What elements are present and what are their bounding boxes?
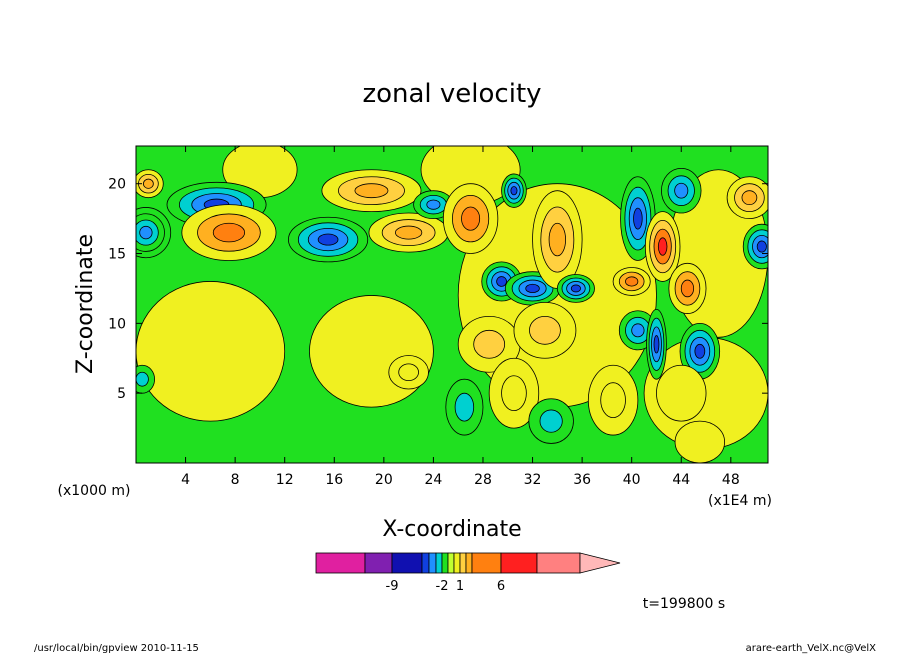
x-tick-label-48: 48 [722,472,740,488]
colorbar-swatch-13 [536,552,581,574]
colorbar-label-0: -9 [386,579,399,594]
velocity-blob-31-contour-1 [136,371,149,387]
velocity-blob-9-contour-1 [496,276,507,287]
velocity-blob-32-contour-1 [398,363,419,382]
y-axis-label: Z-coordinate [73,234,98,374]
colorbar-swatch-2 [391,552,423,574]
y-tick-label-10: 10 [108,316,126,332]
velocity-blob-18-contour-1 [674,182,689,199]
velocity-blob-21-contour-1 [473,329,506,359]
colorbar-swatch-12 [500,552,538,574]
x-tick-label-40: 40 [623,472,641,488]
x-tick-label-44: 44 [672,472,690,488]
velocity-blob-26-contour-1 [694,343,706,359]
velocity-blob-16-contour-1 [625,276,639,287]
chart-title: zonal velocity [362,79,541,109]
x-tick-label-12: 12 [276,472,294,488]
velocity-blob-6-contour-1 [395,225,423,240]
velocity-blob-33-contour-1 [674,420,726,463]
colorbar-label-2: 1 [456,579,464,594]
velocity-field [136,146,768,463]
field-region-0 [136,281,286,422]
velocity-blob-12-contour-1 [510,186,518,196]
velocity-blob-24-contour-1 [631,323,645,338]
y-tick-label-15: 15 [108,247,126,263]
colorbar-labels: -9 -2 1 6 [386,579,506,594]
x-tick-label-28: 28 [474,472,492,488]
velocity-blob-0-contour-1 [143,178,154,189]
x-tick-label-4: 4 [181,472,190,488]
colorbar-swatch-7 [447,552,455,574]
y-tick-label-5: 5 [117,386,126,402]
field-region-1 [309,295,434,408]
time-label: t=199800 s [643,596,725,612]
velocity-blob-29-contour-1 [454,392,475,422]
velocity-blob-8-contour-1 [461,206,481,231]
x-unit-right: (x1E4 m) [708,493,772,509]
colorbar-swatch-9 [459,552,467,574]
velocity-blob-20-contour-1 [756,240,767,253]
x-tick-label-8: 8 [231,472,240,488]
plot-area [135,145,769,464]
colorbar-swatch-3 [421,552,430,574]
colorbar-swatch-5 [435,552,443,574]
velocity-blob-25-contour-1 [653,335,660,354]
x-tick-label-24: 24 [424,472,442,488]
velocity-blob-28-contour-1 [656,364,707,422]
y-tick-label-20: 20 [108,177,126,193]
velocity-blob-11-contour-1 [548,222,566,257]
velocity-blob-17-contour-1 [680,279,695,298]
colorbar-swatch-4 [428,552,437,574]
y-axis-ticks: 5 10 15 20 [108,177,768,402]
colorbar-swatch-0 [315,552,366,574]
footer-right: arare-earth_VelX.nc@VelX [746,643,877,654]
x-tick-label-32: 32 [524,472,542,488]
velocity-blob-19-contour-1 [741,190,758,206]
x-tick-label-36: 36 [573,472,591,488]
velocity-blob-22-contour-1 [529,315,561,345]
velocity-blob-7-contour-1 [426,199,441,210]
velocity-blob-5-contour-1 [317,233,339,246]
colorbar-swatch-10 [465,552,473,574]
velocity-blob-30-contour-1 [539,409,563,433]
colorbar-swatch-8 [453,552,461,574]
footer-left: /usr/local/bin/gpview 2010-11-15 [34,643,199,654]
velocity-blob-2-contour-1 [139,225,153,240]
colorbar [315,552,621,574]
colorbar-extend-arrow [579,552,621,574]
velocity-blob-13-contour-1 [570,284,581,293]
x-unit-left: (x1000 m) [58,483,131,499]
x-axis-ticks: 4 8 12 16 20 24 28 32 36 40 44 48 [181,146,740,488]
colorbar-swatch-6 [441,552,449,574]
x-tick-label-16: 16 [325,472,343,488]
velocity-blob-23-contour-1 [501,375,527,412]
velocity-blob-3-contour-1 [212,222,246,243]
velocity-blob-14-contour-1 [633,207,643,230]
x-tick-label-20: 20 [375,472,393,488]
colorbar-swatch-11 [471,552,502,574]
colorbar-label-1: -2 [436,579,449,594]
colorbar-label-3: 6 [497,579,505,594]
velocity-blob-27-contour-1 [600,382,626,419]
velocity-blob-10-contour-1 [525,283,540,294]
velocity-blob-15-contour-1 [657,237,668,256]
colorbar-swatch-1 [364,552,393,574]
velocity-blob-4-contour-1 [354,183,389,199]
x-axis-label: X-coordinate [382,517,521,542]
plot-frame [135,145,769,464]
